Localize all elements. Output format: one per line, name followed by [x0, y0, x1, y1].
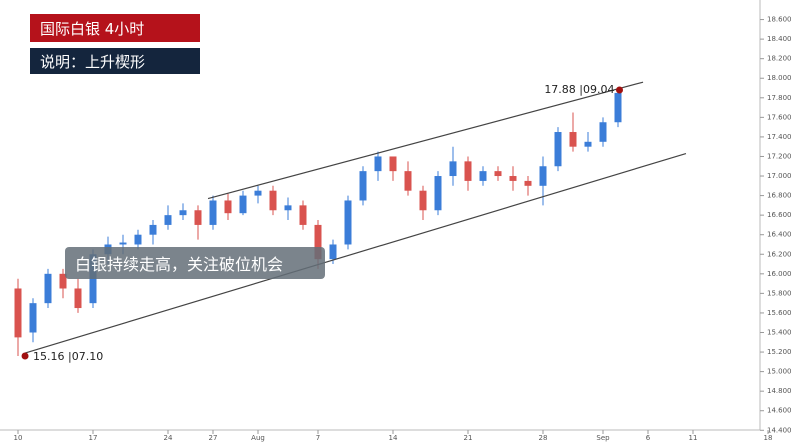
x-tick-label: 14 [389, 434, 398, 442]
x-tick-label: 18 [764, 434, 773, 442]
candle-body [179, 210, 187, 216]
y-tick-label: 15.200 [767, 348, 792, 356]
candle-body [554, 132, 562, 167]
candle-body [359, 171, 367, 201]
candle-body [509, 176, 517, 181]
candle-body [479, 171, 487, 181]
y-tick-label: 17.800 [767, 94, 792, 102]
y-tick-label: 16.400 [767, 231, 792, 239]
y-tick-label: 17.400 [767, 133, 792, 141]
y-tick-label: 14.600 [767, 407, 792, 415]
candle-body [464, 161, 472, 181]
x-tick-label: 28 [539, 434, 548, 442]
y-tick-label: 15.800 [767, 289, 792, 297]
y-tick-label: 17.600 [767, 113, 792, 121]
candle-body [374, 156, 382, 172]
candle-body [614, 92, 622, 123]
x-tick-label: 6 [646, 434, 651, 442]
candle-body [539, 166, 547, 186]
x-tick-label: 7 [316, 434, 320, 442]
candle-body [494, 171, 502, 177]
x-tick-label: 21 [464, 434, 473, 442]
x-tick-label: 10 [14, 434, 23, 442]
candle-body [449, 161, 457, 177]
x-tick-label: Sep [596, 434, 610, 442]
x-tick-label: 17 [89, 434, 98, 442]
candle-body [239, 195, 247, 214]
marker [616, 86, 623, 94]
candle-body [269, 190, 277, 211]
y-tick-label: 15.400 [767, 328, 792, 336]
candle-body [389, 156, 397, 172]
candle-body [149, 224, 157, 235]
candle-body [134, 234, 142, 245]
y-tick-label: 15.000 [767, 368, 792, 376]
y-tick-label: 16.800 [767, 192, 792, 200]
chart-subtitle: 说明：上升楔形 [30, 48, 200, 74]
candle-body [344, 200, 352, 245]
candle-body [329, 244, 337, 260]
candle-body [299, 205, 307, 225]
x-tick-label: 11 [689, 434, 698, 442]
x-tick-label: 27 [209, 434, 218, 442]
y-tick-label: 18.600 [767, 16, 792, 24]
candle-body [419, 190, 427, 211]
candle-body [404, 171, 412, 191]
candle-body [254, 190, 262, 196]
annotation: 白银持续走高，关注破位机会 [65, 247, 325, 279]
x-tick-label: Aug [251, 434, 265, 442]
channel-line [24, 152, 687, 354]
channel-line [207, 81, 644, 200]
y-tick-label: 17.200 [767, 152, 792, 160]
y-tick-label: 16.000 [767, 270, 792, 278]
candle-body [314, 224, 322, 260]
y-tick-label: 18.400 [767, 35, 792, 43]
candle-body [164, 215, 172, 225]
candle-body [584, 141, 592, 147]
marker-label: 15.16 |07.10 [33, 350, 103, 363]
candle-body [194, 210, 202, 225]
candle-body [119, 242, 127, 245]
candle-body [29, 303, 37, 333]
y-tick-label: 14.800 [767, 387, 792, 395]
y-tick-label: 16.600 [767, 211, 792, 219]
y-tick-label: 17.000 [767, 172, 792, 180]
candle-body [284, 205, 292, 211]
candle-body [209, 200, 217, 225]
y-tick-label: 16.200 [767, 250, 792, 258]
candle-body [524, 180, 532, 186]
candle-body [434, 176, 442, 211]
candle-body [44, 273, 52, 304]
candle-body [569, 132, 577, 147]
candle-body [599, 122, 607, 142]
x-tick-label: 24 [164, 434, 173, 442]
marker [21, 352, 29, 360]
candle-body [59, 273, 67, 289]
candle-body [74, 288, 82, 309]
chart-title: 国际白银 4小时 [30, 14, 200, 42]
y-tick-label: 15.600 [767, 309, 792, 317]
y-tick-label: 18.000 [767, 74, 792, 82]
candle-body [14, 288, 22, 338]
candle-body [224, 200, 232, 214]
y-tick-label: 18.200 [767, 55, 792, 63]
marker-label: 17.88 |09.04 [544, 83, 614, 96]
y-tick-label: 14.400 [767, 426, 792, 434]
